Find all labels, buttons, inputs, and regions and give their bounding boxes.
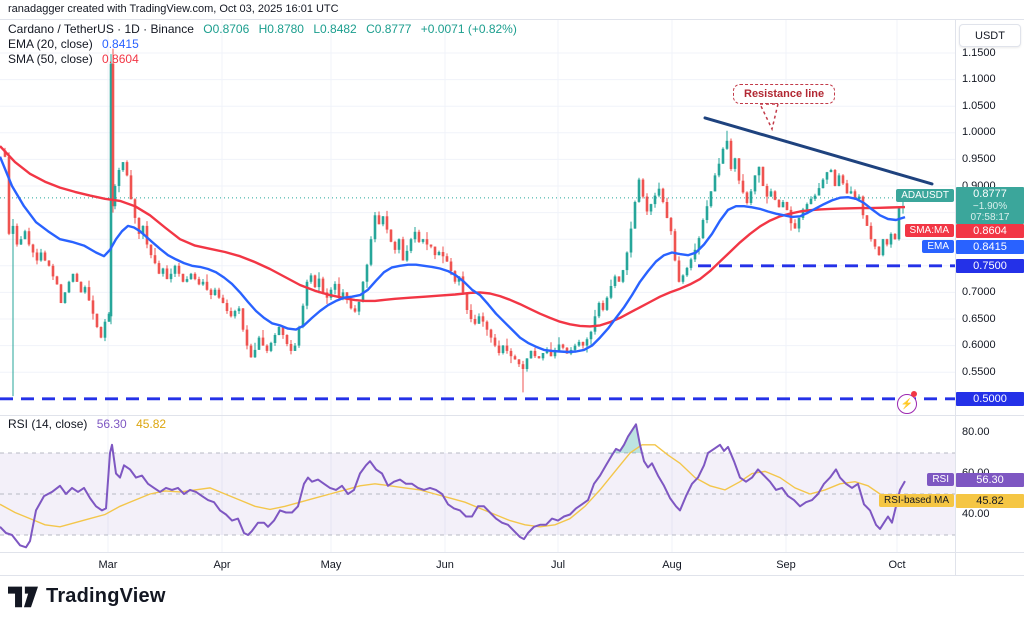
month-label-May: May bbox=[320, 559, 342, 571]
rsi-tick-80.00: 80.00 bbox=[962, 426, 990, 438]
alert-lightning-icon[interactable]: ⚡ bbox=[897, 394, 917, 414]
price-tick-1.1500: 1.1500 bbox=[962, 46, 996, 59]
ohlc-close-value: 0.8777 bbox=[374, 22, 412, 36]
ema-value: 0.8415 bbox=[102, 37, 139, 51]
rsi-value-badge: RSI 56.30 bbox=[927, 473, 1024, 487]
rsi-tick-40.00: 40.00 bbox=[962, 508, 990, 520]
bar-countdown: 07:58:17 bbox=[970, 212, 1010, 223]
symbol-legend-row[interactable]: Cardano / TetherUS · 1D · Binance O0.870… bbox=[8, 22, 517, 36]
tradingview-logo[interactable]: TradingView bbox=[8, 583, 166, 609]
sma-legend-row[interactable]: SMA (50, close) 0.8604 bbox=[8, 52, 517, 66]
upper-support-value: 0.7500 bbox=[956, 259, 1024, 273]
ohlc-low-label: L bbox=[313, 22, 321, 36]
symbol-change-value: −1.90% bbox=[972, 201, 1008, 212]
resistance-line-annotation[interactable]: Resistance line bbox=[733, 84, 836, 104]
month-label-Aug: Aug bbox=[662, 559, 682, 571]
sma-tag: SMA:MA bbox=[904, 224, 954, 237]
symbol-title: Cardano / TetherUS · 1D · Binance bbox=[8, 22, 194, 36]
month-label-Sep: Sep bbox=[776, 559, 796, 571]
price-tick-0.9500: 0.9500 bbox=[962, 152, 996, 165]
sma-price-badge: SMA:MA 0.8604 bbox=[904, 224, 1024, 238]
attribution-text: ranadagger created with TradingView.com,… bbox=[8, 3, 339, 15]
ema-tag: EMA bbox=[922, 240, 954, 253]
ema-label: EMA (20, close) bbox=[8, 37, 93, 51]
ohlc-open-label: O bbox=[203, 22, 213, 36]
rsi-ma-tag: RSI-based MA bbox=[878, 494, 954, 507]
price-tick-1.0000: 1.0000 bbox=[962, 126, 996, 139]
rsi-legend-row[interactable]: RSI (14, close) 56.30 45.82 bbox=[8, 417, 166, 431]
time-axis[interactable] bbox=[0, 553, 955, 575]
rsi-ma-value: 45.82 bbox=[136, 417, 167, 431]
rsi-tag: RSI bbox=[927, 473, 954, 486]
symbol-tag: ADAUSDT bbox=[896, 189, 954, 202]
symbol-price-badge: ADAUSDT 0.8777 −1.90% 07:58:17 bbox=[896, 187, 1024, 224]
month-label-Mar: Mar bbox=[98, 559, 118, 571]
tradingview-wordmark: TradingView bbox=[46, 584, 166, 607]
lower-support-badge: 0.5000 bbox=[956, 392, 1024, 406]
price-tick-1.0500: 1.0500 bbox=[962, 99, 996, 112]
sma-label: SMA (50, close) bbox=[8, 52, 93, 66]
month-label-Apr: Apr bbox=[213, 559, 231, 571]
rsi-value: 56.30 bbox=[96, 417, 127, 431]
month-label-Jul: Jul bbox=[550, 559, 566, 571]
month-label-Jun: Jun bbox=[436, 559, 454, 571]
ohlc-high-value: 0.8780 bbox=[267, 22, 304, 36]
ohlc-low-value: 0.8482 bbox=[320, 22, 357, 36]
chart-legend: Cardano / TetherUS · 1D · Binance O0.870… bbox=[8, 22, 517, 67]
ema-badge-value: 0.8415 bbox=[956, 240, 1024, 254]
ohlc-change-value: +0.0071 (+0.82%) bbox=[420, 22, 517, 36]
price-tick-0.7000: 0.7000 bbox=[962, 285, 996, 298]
rsi-badge-value: 56.30 bbox=[956, 473, 1024, 487]
price-tick-0.5500: 0.5500 bbox=[962, 365, 996, 378]
symbol-price-value: 0.8777 bbox=[973, 188, 1007, 200]
tradingview-mark-icon bbox=[8, 586, 38, 608]
ohlc-open-value: 0.8706 bbox=[212, 22, 250, 36]
rsi-ma-badge-value: 45.82 bbox=[956, 494, 1024, 508]
sma-badge-value: 0.8604 bbox=[956, 224, 1024, 238]
price-tick-0.6000: 0.6000 bbox=[962, 339, 996, 352]
ohlc-high-label: H bbox=[258, 22, 268, 36]
sma-value: 0.8604 bbox=[102, 52, 139, 66]
rsi-label: RSI (14, close) bbox=[8, 417, 88, 431]
alert-red-dot bbox=[911, 391, 917, 397]
ema-legend-row[interactable]: EMA (20, close) 0.8415 bbox=[8, 37, 517, 51]
currency-toggle-button[interactable]: USDT bbox=[959, 24, 1021, 47]
ema-price-badge: EMA 0.8415 bbox=[922, 240, 1024, 254]
price-tick-0.6500: 0.6500 bbox=[962, 312, 996, 325]
price-tick-1.1000: 1.1000 bbox=[962, 73, 996, 86]
annotation-tail bbox=[758, 103, 779, 132]
ohlc-close-label: C bbox=[366, 22, 375, 36]
upper-support-badge: 0.7500 bbox=[956, 259, 1024, 273]
lower-support-value: 0.5000 bbox=[956, 392, 1024, 406]
month-label-Oct: Oct bbox=[888, 559, 906, 571]
rsi-ma-value-badge: RSI-based MA 45.82 bbox=[878, 494, 1024, 508]
